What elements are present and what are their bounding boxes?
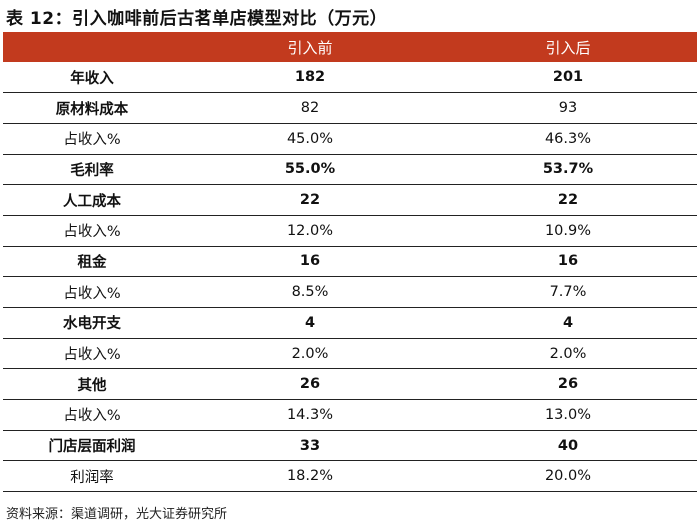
table-row: 占收入% 12.0% 10.9% [3, 215, 697, 247]
table-row: 门店层面利润 33 40 [3, 430, 697, 461]
table-row: 占收入% 45.0% 46.3% [3, 123, 697, 155]
header-label-cell [3, 32, 181, 62]
table-row: 原材料成本 82 93 [3, 93, 697, 124]
value-after: 46.3% [544, 130, 592, 147]
row-label: 利润率 [70, 469, 114, 486]
row-label: 人工成本 [63, 193, 121, 210]
row-label: 占收入% [63, 347, 121, 364]
table-header-row: 引入前 引入后 [3, 32, 697, 62]
row-label: 水电开支 [63, 316, 121, 333]
table-row: 水电开支 4 4 [3, 308, 697, 339]
value-after: 2.0% [549, 345, 587, 362]
row-label: 原材料成本 [55, 101, 129, 118]
row-label: 其他 [77, 377, 107, 394]
table-row: 占收入% 14.3% 13.0% [3, 400, 697, 431]
row-label: 门店层面利润 [48, 439, 136, 456]
table-row: 年收入 182 201 [3, 62, 697, 93]
row-label: 租金 [77, 254, 107, 271]
table-row: 占收入% 2.0% 2.0% [3, 338, 697, 369]
value-after: 26 [557, 376, 579, 393]
value-before: 12.0% [286, 222, 334, 239]
value-before: 33 [299, 437, 321, 454]
value-after: 22 [557, 192, 579, 209]
value-before: 18.2% [286, 468, 334, 485]
row-label: 占收入% [63, 285, 121, 302]
header-after: 引入后 [545, 38, 591, 57]
value-after: 13.0% [544, 406, 592, 423]
value-after: 10.9% [544, 222, 592, 239]
value-before: 55.0% [284, 161, 336, 178]
row-label: 毛利率 [70, 162, 114, 179]
value-before: 45.0% [286, 130, 334, 147]
row-label: 占收入% [63, 224, 121, 241]
table-title: 表 12：引入咖啡前后古茗单店模型对比（万元） [6, 9, 388, 29]
value-after: 201 [552, 69, 584, 86]
table-row: 毛利率 55.0% 53.7% [3, 154, 697, 185]
table-row: 人工成本 22 22 [3, 185, 697, 216]
value-before: 14.3% [286, 406, 334, 423]
value-before: 182 [294, 69, 326, 86]
row-label: 占收入% [63, 132, 121, 149]
value-after: 20.0% [544, 468, 592, 485]
value-after: 4 [562, 314, 574, 331]
value-after: 93 [558, 100, 578, 117]
value-before: 22 [299, 192, 321, 209]
value-after: 53.7% [542, 161, 594, 178]
value-before: 16 [299, 253, 321, 270]
value-after: 40 [557, 437, 579, 454]
table-row: 占收入% 8.5% 7.7% [3, 277, 697, 308]
comparison-table: 引入前 引入后 年收入 182 201 原材料成本 82 93 占收入% 45.0% 46.… [3, 32, 697, 492]
value-before: 8.5% [291, 284, 329, 301]
row-label: 年收入 [70, 70, 114, 87]
value-before: 26 [299, 376, 321, 393]
value-before: 82 [300, 100, 320, 117]
table-row: 租金 16 16 [3, 246, 697, 277]
source-note: 资料来源：渠道调研，光大证券研究所 [6, 507, 228, 522]
value-after: 7.7% [549, 284, 587, 301]
value-before: 4 [304, 314, 316, 331]
value-before: 2.0% [291, 345, 329, 362]
table-row: 其他 26 26 [3, 369, 697, 400]
row-label: 占收入% [63, 408, 121, 425]
header-before: 引入前 [287, 38, 333, 57]
table-row: 利润率 18.2% 20.0% [3, 461, 697, 492]
value-after: 16 [557, 253, 579, 270]
